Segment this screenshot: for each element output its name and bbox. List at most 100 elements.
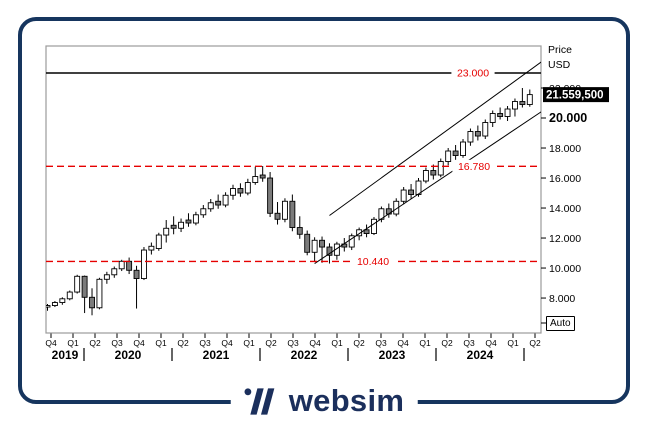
y-tick-label: 12.000 (549, 233, 581, 245)
candle-body-down (289, 200, 296, 228)
x-tick-label: Q1 (67, 338, 79, 348)
year-label: 2019 (52, 348, 79, 362)
candle (148, 242, 155, 255)
candle-body-up (192, 214, 199, 224)
candle (512, 98, 518, 117)
candle-body-up (200, 208, 207, 216)
candle (267, 172, 274, 218)
candle (170, 216, 177, 235)
trend-channel-upper (329, 61, 541, 216)
candle-body-up (96, 278, 103, 309)
axis-title-usd: USD (548, 59, 571, 71)
candle-body-up (281, 200, 288, 220)
x-tick-label: Q3 (287, 338, 299, 348)
candle (66, 290, 73, 301)
x-tick-label: Q1 (331, 338, 343, 348)
x-tick-label: Q1 (419, 338, 431, 348)
candle-body-down (319, 239, 325, 248)
candle (400, 187, 407, 205)
candle-body-down (81, 275, 88, 298)
candle (452, 145, 459, 161)
candle (200, 205, 207, 218)
candle (74, 274, 81, 294)
candle-body-up (348, 235, 355, 248)
candle-body-up (437, 161, 444, 176)
x-tick-label: Q4 (309, 338, 321, 348)
candle-body-up (512, 101, 518, 110)
candle (118, 259, 125, 272)
candle-body-up (460, 141, 466, 156)
candle (178, 218, 185, 233)
candle (489, 110, 496, 128)
candle (289, 194, 296, 232)
candle (348, 233, 355, 251)
year-label: 2023 (379, 348, 406, 362)
candle-body-down (326, 246, 333, 256)
candle-body-up (59, 298, 66, 303)
trend-channel-lower (314, 111, 541, 264)
candle-body-up (103, 274, 110, 280)
candle (81, 275, 88, 314)
candle (51, 301, 58, 308)
candle (237, 183, 244, 197)
candle (526, 89, 533, 107)
auto-scale-button[interactable]: Auto (546, 316, 575, 331)
candle-body-up (371, 218, 377, 234)
year-label: 2021 (203, 348, 230, 362)
candle-body-up (356, 229, 363, 237)
candle-body-up (244, 182, 251, 194)
candle-body-up (311, 239, 318, 253)
axis-title-price: Price (548, 44, 572, 56)
candle-body-up (155, 234, 162, 249)
candle-body-down (267, 177, 274, 214)
candle (430, 164, 437, 180)
x-tick-label: Q2 (265, 338, 277, 348)
year-label: 2022 (291, 348, 318, 362)
year-label: 2020 (115, 348, 142, 362)
x-tick-label: Q1 (507, 338, 519, 348)
x-tick-label: Q4 (221, 338, 233, 348)
candle (504, 106, 511, 122)
candle (46, 304, 51, 311)
candle (474, 125, 481, 141)
candle-body-up (333, 243, 340, 256)
y-tick-label: 16.000 (549, 173, 581, 185)
candle-body-up (141, 249, 147, 279)
candle-body-up (222, 194, 229, 206)
candle (281, 198, 288, 223)
candle-body-up (526, 94, 533, 105)
x-tick-label: Q2 (177, 338, 189, 348)
candle-body-down (474, 131, 481, 137)
plot-area (45, 45, 542, 334)
x-tick-label: Q3 (199, 338, 211, 348)
candle-body-up (178, 221, 185, 229)
upper-dashed-label: 16.780 (458, 161, 490, 173)
candle (155, 232, 162, 251)
resistance-label-bg (451, 66, 495, 80)
candle-body-down (126, 260, 133, 271)
candle (274, 202, 281, 225)
candle (371, 217, 377, 236)
candle-body-up (111, 268, 118, 276)
candle (133, 265, 140, 309)
websim-wordmark: websim (288, 383, 405, 418)
candle-body-up (207, 202, 214, 210)
y-tick-label: 14.000 (549, 203, 581, 215)
candle (333, 241, 340, 260)
candle-body-up (74, 275, 81, 293)
candle (111, 266, 118, 278)
candle (519, 88, 526, 108)
candle (59, 297, 66, 305)
candle (89, 288, 95, 316)
x-tick-label: Q3 (111, 338, 123, 348)
x-tick-label: Q4 (133, 338, 145, 348)
year-label: 2024 (467, 348, 494, 362)
candle-body-down (170, 224, 177, 229)
candle-body-up (467, 131, 474, 143)
candle (437, 158, 444, 178)
y-tick-label: 18.000 (549, 143, 581, 155)
candle-body-down (259, 174, 266, 179)
candle-body-down (519, 101, 526, 105)
websim-logo: websim (230, 380, 418, 422)
